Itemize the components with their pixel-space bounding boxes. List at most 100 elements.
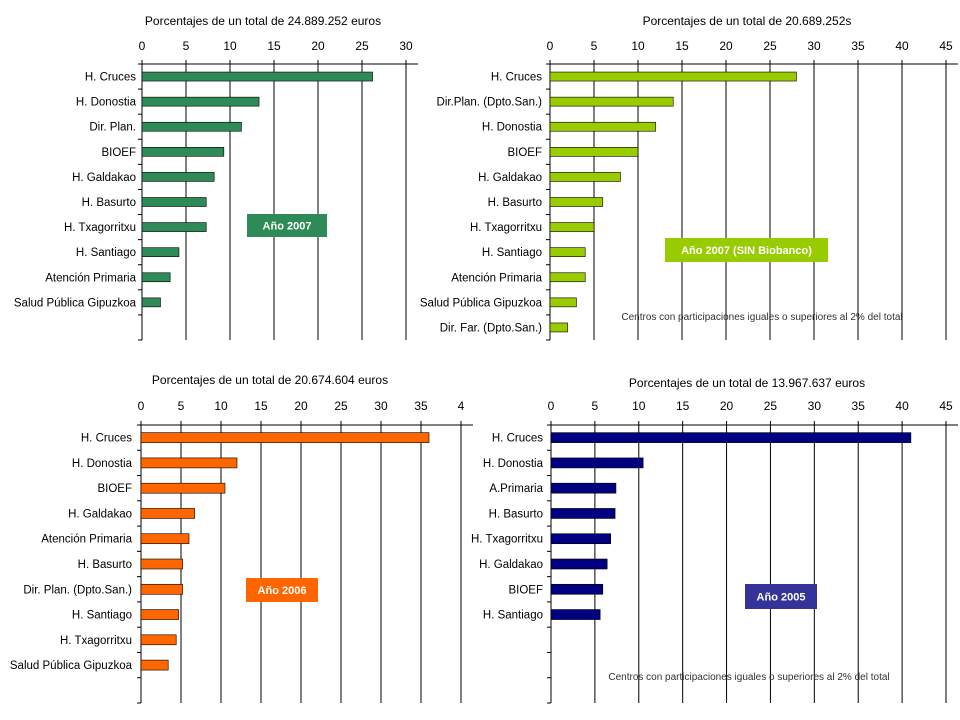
bar (550, 457, 644, 469)
category-label: BIOEF (508, 584, 543, 596)
bar (550, 432, 912, 443)
bar (549, 197, 604, 207)
category-label: Dir. Plan. (89, 122, 136, 134)
bar (550, 558, 608, 570)
x-tick-label: 25 (355, 39, 369, 53)
x-tick-label: 35 (852, 399, 866, 413)
bar (549, 322, 568, 333)
x-tick-label: 15 (267, 39, 281, 53)
category-label: H. Donostia (76, 97, 137, 109)
x-tick-label: 0 (139, 39, 146, 53)
category-label: A.Primaria (489, 483, 543, 495)
bar (549, 147, 639, 157)
category-label: BIOEF (101, 147, 136, 159)
bar (549, 272, 586, 283)
bar (141, 247, 180, 257)
category-label: BIOEF (507, 147, 542, 159)
x-tick-label: 40 (895, 39, 909, 53)
bar (140, 558, 183, 570)
x-tick-label: 35 (414, 399, 428, 413)
x-tick-label: 30 (374, 399, 388, 413)
x-tick-label: 25 (764, 399, 778, 413)
category-label: Dir.Plan. (Dpto.San.) (437, 97, 543, 109)
category-label: H. Santiago (72, 610, 132, 622)
bar (549, 96, 674, 107)
category-label: H. Santiago (482, 247, 542, 259)
chart-title: Porcentajes de un total de 13.967.637 eu… (629, 376, 865, 390)
bar (141, 172, 215, 182)
bar (550, 482, 617, 494)
x-tick-label: 5 (178, 399, 185, 413)
x-tick-label: 10 (631, 39, 645, 53)
year-badge (246, 578, 318, 602)
category-label: Salud Pública Gipuzkoa (10, 660, 133, 672)
x-tick-label: 15 (675, 39, 689, 53)
x-tick-label: 25 (763, 39, 777, 53)
category-label: H. Santiago (76, 247, 136, 259)
year-badge (665, 238, 828, 262)
bar (140, 457, 238, 469)
bar (550, 583, 604, 595)
chart-title: Porcentajes de un total de 20.689.252s (643, 14, 852, 28)
x-tick-label: 4 (458, 399, 465, 413)
category-label: H. Galdakao (479, 559, 543, 571)
x-tick-label: 15 (676, 399, 690, 413)
chart-panel-3: Porcentajes de un total de 20.674.604 eu… (10, 373, 473, 704)
category-label: Dir. Plan. (Dpto.San.) (23, 584, 132, 596)
chart-panel-4: Porcentajes de un total de 13.967.637 eu… (471, 376, 958, 704)
bar (140, 508, 195, 519)
category-label: Atención Primaria (45, 272, 136, 284)
bar (549, 121, 656, 132)
year-badge-label: Año 2007 (SIN Biobanco) (681, 245, 812, 257)
bar (140, 482, 226, 494)
x-tick-label: 40 (895, 399, 909, 413)
bar (140, 583, 183, 595)
bar (141, 71, 373, 82)
year-badge-label: Año 2007 (263, 221, 312, 233)
category-label: H. Basurto (488, 197, 542, 209)
category-label: H. Txagorritxu (470, 222, 542, 234)
x-tick-label: 45 (939, 399, 953, 413)
bar (550, 508, 616, 519)
bar (549, 247, 586, 257)
category-label: H. Santiago (483, 610, 543, 622)
bar (140, 634, 177, 646)
chart-note: Centros con participaciones iguales o su… (621, 312, 902, 323)
year-badge-label: Año 2006 (258, 585, 307, 597)
category-label: H. Galdakao (72, 172, 136, 184)
bar (549, 297, 577, 308)
x-tick-label: 45 (939, 39, 953, 53)
bar (141, 222, 207, 232)
category-label: H. Cruces (85, 72, 136, 84)
category-label: H. Basurto (82, 197, 136, 209)
category-label: H. Galdakao (478, 172, 542, 184)
x-tick-label: 20 (719, 39, 733, 53)
x-tick-label: 5 (183, 39, 190, 53)
x-tick-label: 10 (223, 39, 237, 53)
bar (549, 172, 621, 182)
x-tick-label: 30 (399, 39, 413, 53)
category-label: H. Donostia (483, 458, 544, 470)
category-label: H. Basurto (489, 508, 543, 520)
x-tick-label: 5 (592, 399, 599, 413)
x-tick-label: 20 (311, 39, 325, 53)
x-tick-label: 30 (807, 39, 821, 53)
bar (549, 222, 595, 232)
year-badge-label: Año 2005 (757, 592, 806, 604)
year-badge (247, 214, 327, 237)
bar (140, 659, 169, 671)
x-tick-label: 15 (254, 399, 268, 413)
x-tick-label: 30 (808, 399, 822, 413)
category-label: H. Txagorritxu (471, 534, 543, 546)
category-label: H. Donostia (72, 458, 133, 470)
bar (140, 609, 179, 620)
bar (141, 121, 242, 132)
x-tick-label: 25 (334, 399, 348, 413)
x-tick-label: 0 (138, 399, 145, 413)
x-tick-label: 0 (547, 39, 554, 53)
category-label: BIOEF (97, 483, 132, 495)
x-tick-label: 20 (294, 399, 308, 413)
category-label: H. Basurto (78, 559, 132, 571)
category-label: H. Cruces (81, 433, 132, 445)
